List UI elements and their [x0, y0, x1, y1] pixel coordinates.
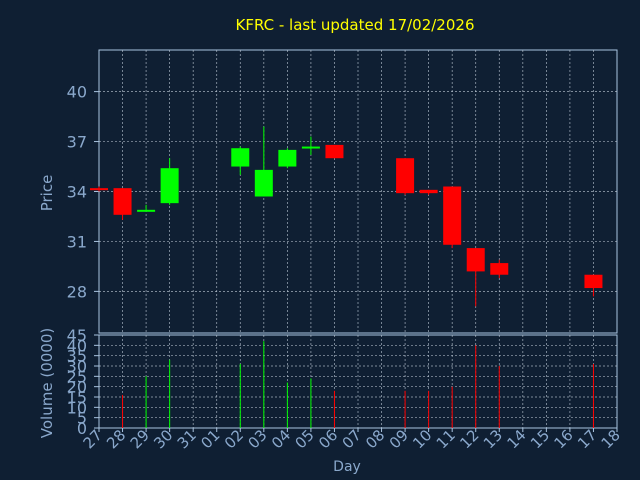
- price-y-tick-label: 40: [67, 83, 87, 102]
- price-y-tick-label: 31: [67, 232, 87, 251]
- candle-body: [90, 188, 108, 191]
- candle-body: [231, 148, 250, 167]
- volume-y-tick-label: 25: [67, 367, 87, 386]
- volume-y-tick-label: 0: [77, 419, 87, 438]
- candle-body: [278, 149, 297, 167]
- volume-y-tick-label: 5: [77, 409, 87, 428]
- candle-body: [160, 168, 179, 204]
- candle-body: [113, 188, 132, 215]
- price-y-tick-label: 37: [67, 133, 87, 152]
- volume-y-tick-label: 30: [67, 357, 87, 376]
- volume-axis-label: Volume (0000): [38, 328, 56, 438]
- volume-y-tick-label: 35: [67, 347, 87, 366]
- x-axis-label: Day: [333, 459, 361, 475]
- candle-body: [301, 146, 320, 149]
- candle-body: [254, 169, 273, 197]
- volume-y-tick-label: 45: [67, 326, 87, 345]
- volume-y-tick-label: 40: [67, 336, 87, 355]
- candle-body: [396, 158, 415, 194]
- chart-title: KFRC - last updated 17/02/2026: [236, 16, 475, 34]
- candle-body: [137, 209, 156, 212]
- candle-body: [325, 144, 344, 159]
- volume-y-tick-label: 10: [67, 398, 87, 417]
- candle-body: [490, 263, 509, 275]
- x-axis: 2728293031010203040506070809101112131415…: [80, 426, 624, 452]
- price-panel: 40 37 34 31 28: [67, 49, 618, 334]
- price-y-tick-label: 28: [67, 282, 87, 301]
- price-axis-label: Price: [38, 175, 56, 212]
- candle-body: [443, 186, 462, 245]
- price-y-tick-label: 34: [67, 183, 87, 202]
- candle-body: [466, 248, 485, 272]
- volume-y-tick-label: 15: [67, 388, 87, 407]
- candle-body: [584, 274, 603, 289]
- candle-body: [419, 189, 438, 194]
- volume-y-tick-label: 20: [67, 378, 87, 397]
